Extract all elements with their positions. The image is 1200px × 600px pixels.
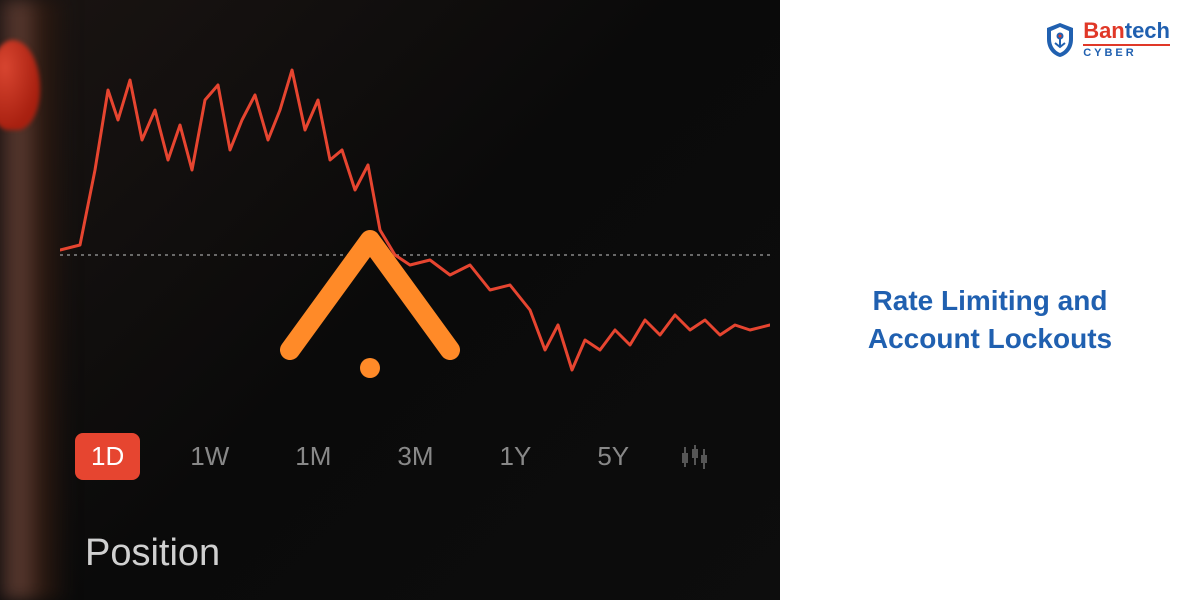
stock-chart-panel: 1D 1W 1M 3M 1Y 5Y Position <box>0 0 780 600</box>
brand-subline: CYBER <box>1083 44 1170 59</box>
timeframe-1m[interactable]: 1M <box>279 433 347 480</box>
title-line1: Rate Limiting and <box>873 285 1108 316</box>
caret-up-icon <box>270 210 470 390</box>
brand-text: Bantech CYBER <box>1083 20 1170 59</box>
timeframe-3m[interactable]: 3M <box>381 433 449 480</box>
brand-part2: tech <box>1125 18 1170 43</box>
timeframe-1w[interactable]: 1W <box>174 433 245 480</box>
brand-part1: Ban <box>1083 18 1125 43</box>
timeframe-1d[interactable]: 1D <box>75 433 140 480</box>
brand-logo: Bantech CYBER <box>1043 20 1170 59</box>
shield-icon <box>1043 21 1077 59</box>
timeframe-selector: 1D 1W 1M 3M 1Y 5Y <box>75 433 707 480</box>
title-block: Rate Limiting and Account Lockouts <box>810 59 1170 580</box>
timeframe-1y[interactable]: 1Y <box>484 433 548 480</box>
info-panel: Bantech CYBER Rate Limiting and Account … <box>780 0 1200 600</box>
page-title: Rate Limiting and Account Lockouts <box>868 282 1112 358</box>
candlestick-icon[interactable] <box>679 443 707 471</box>
timeframe-5y[interactable]: 5Y <box>581 433 645 480</box>
title-line2: Account Lockouts <box>868 323 1112 354</box>
position-section-label: Position <box>85 532 220 575</box>
